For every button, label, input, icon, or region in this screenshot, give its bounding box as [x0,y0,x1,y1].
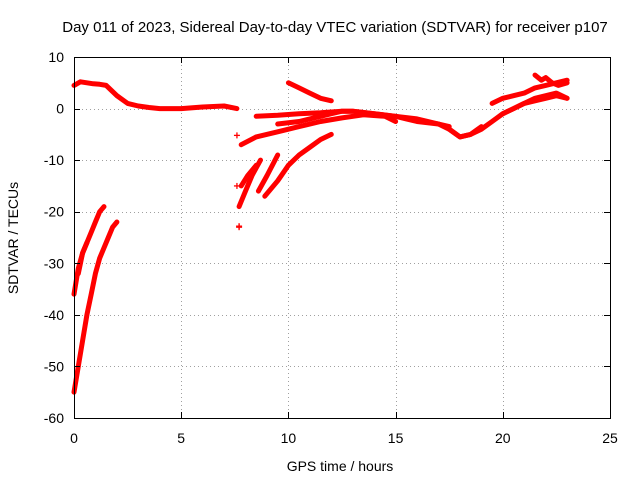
x-tick-label: 20 [495,430,511,446]
series-arc-6 [238,162,259,189]
y-tick-label: -10 [44,152,64,168]
x-tick-label: 5 [177,430,185,446]
series-arc-3 [75,240,90,277]
x-tick-label: 25 [602,430,618,446]
series-arc-7 [255,152,281,194]
y-axis-label: SDTVAR / TECUs [5,182,21,294]
series-arc-12 [285,80,334,104]
y-tick-label: -20 [44,204,64,220]
x-tick-label: 0 [70,430,78,446]
series-arc-4 [71,219,120,395]
chart-title: Day 011 of 2023, Sidereal Day-to-day VTE… [62,19,608,36]
plot-frame [74,57,611,419]
axis-ticks: 0 5 10 15 20 25 -60 -50 -40 -30 -20 -10 0 10 [44,49,618,446]
series-arc-8 [262,131,334,199]
series-arc-16 [532,72,570,88]
y-tick-label: 0 [56,101,64,117]
series-arc-15 [500,90,570,117]
y-tick-label: -60 [44,410,64,426]
outlier-point [233,182,240,189]
x-tick-label: 15 [388,430,404,446]
series-arc-13 [446,93,570,140]
data-series [71,72,570,395]
y-tick-label: -30 [44,255,64,271]
x-axis-label: GPS time / hours [287,458,394,474]
series-arc-2 [71,204,107,297]
y-tick-label: -50 [44,358,64,374]
series-arc-1 [71,79,240,112]
series-arc-11 [275,108,452,130]
y-tick-label: 10 [48,49,64,65]
outlier-point [233,132,240,139]
outlier-point [236,224,243,231]
x-tick-label: 10 [281,430,297,446]
y-tick-label: -40 [44,307,64,323]
